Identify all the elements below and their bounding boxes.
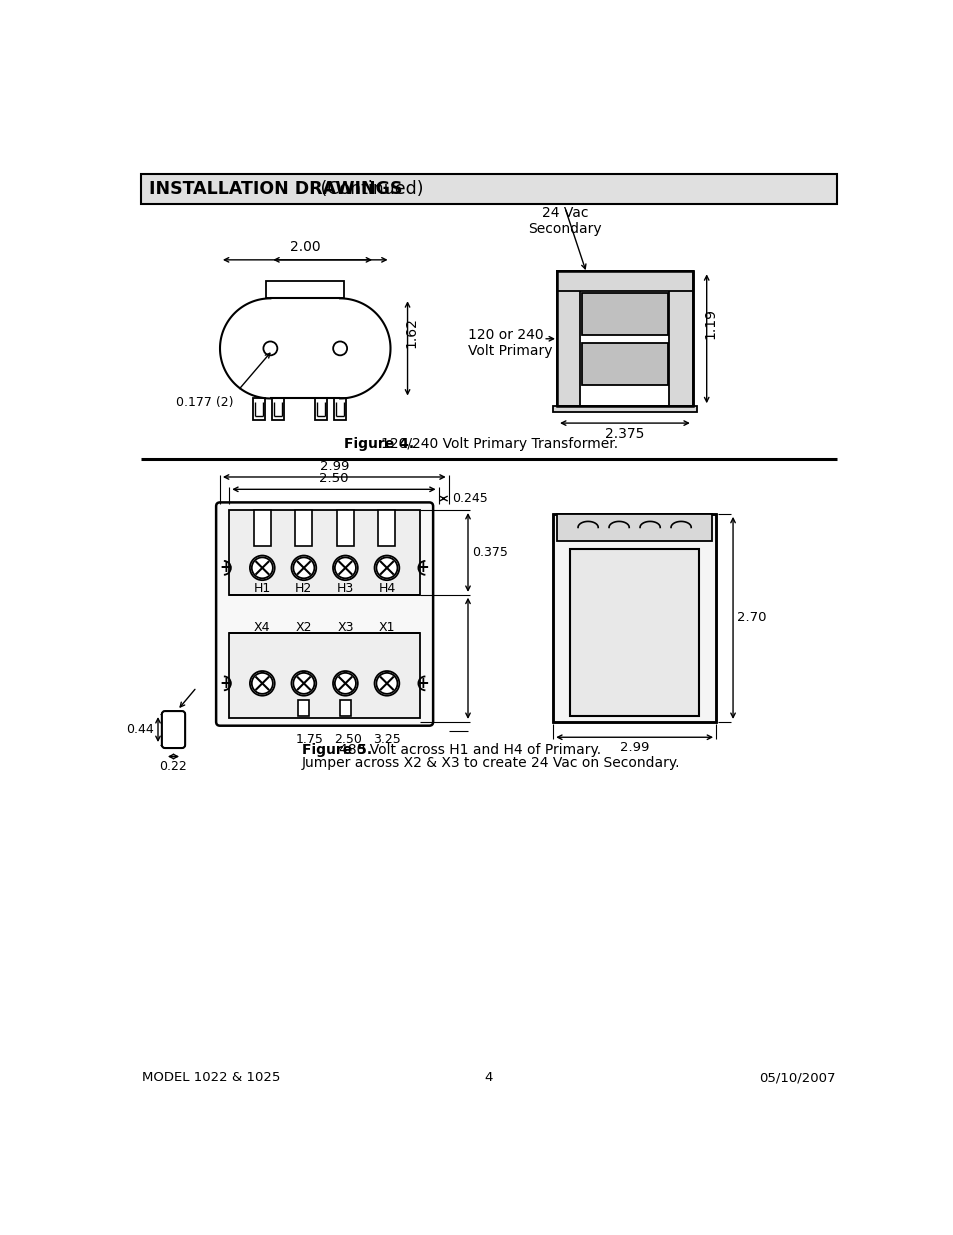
Text: 0.44: 0.44 xyxy=(126,722,154,736)
FancyBboxPatch shape xyxy=(216,503,433,726)
Bar xyxy=(314,399,327,420)
Text: 2.375: 2.375 xyxy=(604,427,644,441)
Bar xyxy=(581,342,667,385)
Text: INSTALLATION DRAWINGS: INSTALLATION DRAWINGS xyxy=(149,180,402,198)
Bar xyxy=(229,634,419,718)
Bar xyxy=(581,293,667,335)
Text: 480 Volt across H1 and H4 of Primary.: 480 Volt across H1 and H4 of Primary. xyxy=(339,743,600,757)
Bar xyxy=(229,510,419,595)
Text: X1: X1 xyxy=(378,621,395,634)
Bar xyxy=(553,514,716,721)
Text: 120/240 Volt Primary Transformer.: 120/240 Volt Primary Transformer. xyxy=(381,437,618,451)
Bar xyxy=(266,282,344,299)
Bar xyxy=(570,548,699,716)
Text: 120 or 240
Volt Primary: 120 or 240 Volt Primary xyxy=(468,327,552,358)
Bar xyxy=(141,174,836,204)
Text: X3: X3 xyxy=(336,621,354,634)
Circle shape xyxy=(375,671,399,695)
Circle shape xyxy=(250,671,274,695)
Text: 0.22: 0.22 xyxy=(159,761,187,773)
Text: H3: H3 xyxy=(336,582,354,595)
Circle shape xyxy=(263,341,277,356)
Text: X2: X2 xyxy=(295,621,312,634)
Bar xyxy=(553,406,696,412)
Text: X4: X4 xyxy=(253,621,271,634)
Text: +: + xyxy=(416,561,429,576)
Text: Figure 4.: Figure 4. xyxy=(344,437,414,451)
Text: 2.99: 2.99 xyxy=(619,741,649,755)
Text: 1.19: 1.19 xyxy=(702,308,717,338)
Text: 2.50: 2.50 xyxy=(319,473,348,485)
Bar xyxy=(295,510,312,546)
Bar xyxy=(253,399,265,420)
Bar xyxy=(557,272,692,406)
Circle shape xyxy=(333,556,357,580)
Text: 2.99: 2.99 xyxy=(319,461,349,473)
Bar xyxy=(336,510,354,546)
Text: 3.25: 3.25 xyxy=(373,734,400,746)
Circle shape xyxy=(292,556,316,580)
FancyBboxPatch shape xyxy=(162,711,185,748)
Text: 1.75: 1.75 xyxy=(294,734,323,746)
Bar xyxy=(557,514,711,541)
Text: Jumper across X2 & X3 to create 24 Vac on Secondary.: Jumper across X2 & X3 to create 24 Vac o… xyxy=(302,757,679,771)
Text: H2: H2 xyxy=(294,582,313,595)
Bar xyxy=(557,272,579,406)
Text: H4: H4 xyxy=(378,582,395,595)
Text: 05/10/2007: 05/10/2007 xyxy=(758,1071,835,1084)
Bar xyxy=(253,510,271,546)
Text: 0.177 (2): 0.177 (2) xyxy=(175,396,233,409)
Text: +: + xyxy=(416,676,429,690)
Text: MODEL 1022 & 1025: MODEL 1022 & 1025 xyxy=(142,1071,280,1084)
Text: 0.245: 0.245 xyxy=(452,492,488,505)
Bar xyxy=(334,399,346,420)
Text: 1.62: 1.62 xyxy=(404,317,418,348)
Bar xyxy=(298,700,309,716)
Circle shape xyxy=(375,556,399,580)
Text: 2.70: 2.70 xyxy=(736,611,765,625)
Bar xyxy=(553,514,716,721)
Bar xyxy=(378,510,395,546)
Text: 0.375: 0.375 xyxy=(472,546,507,559)
Text: 2.50: 2.50 xyxy=(334,734,361,746)
Circle shape xyxy=(333,341,347,356)
Text: 24 Vac
Secondary: 24 Vac Secondary xyxy=(528,206,601,236)
Circle shape xyxy=(292,671,316,695)
Circle shape xyxy=(333,671,357,695)
Text: +: + xyxy=(219,676,233,690)
Bar xyxy=(272,399,284,420)
Text: +: + xyxy=(219,561,233,576)
Circle shape xyxy=(250,556,274,580)
Bar xyxy=(339,700,351,716)
Text: 2.00: 2.00 xyxy=(290,241,320,254)
Bar xyxy=(557,272,692,290)
Text: Figure 5.: Figure 5. xyxy=(302,743,372,757)
Bar xyxy=(669,272,692,406)
Text: H1: H1 xyxy=(253,582,271,595)
Bar xyxy=(557,272,692,406)
Text: (Continued): (Continued) xyxy=(315,180,423,198)
Text: 4: 4 xyxy=(484,1071,493,1084)
